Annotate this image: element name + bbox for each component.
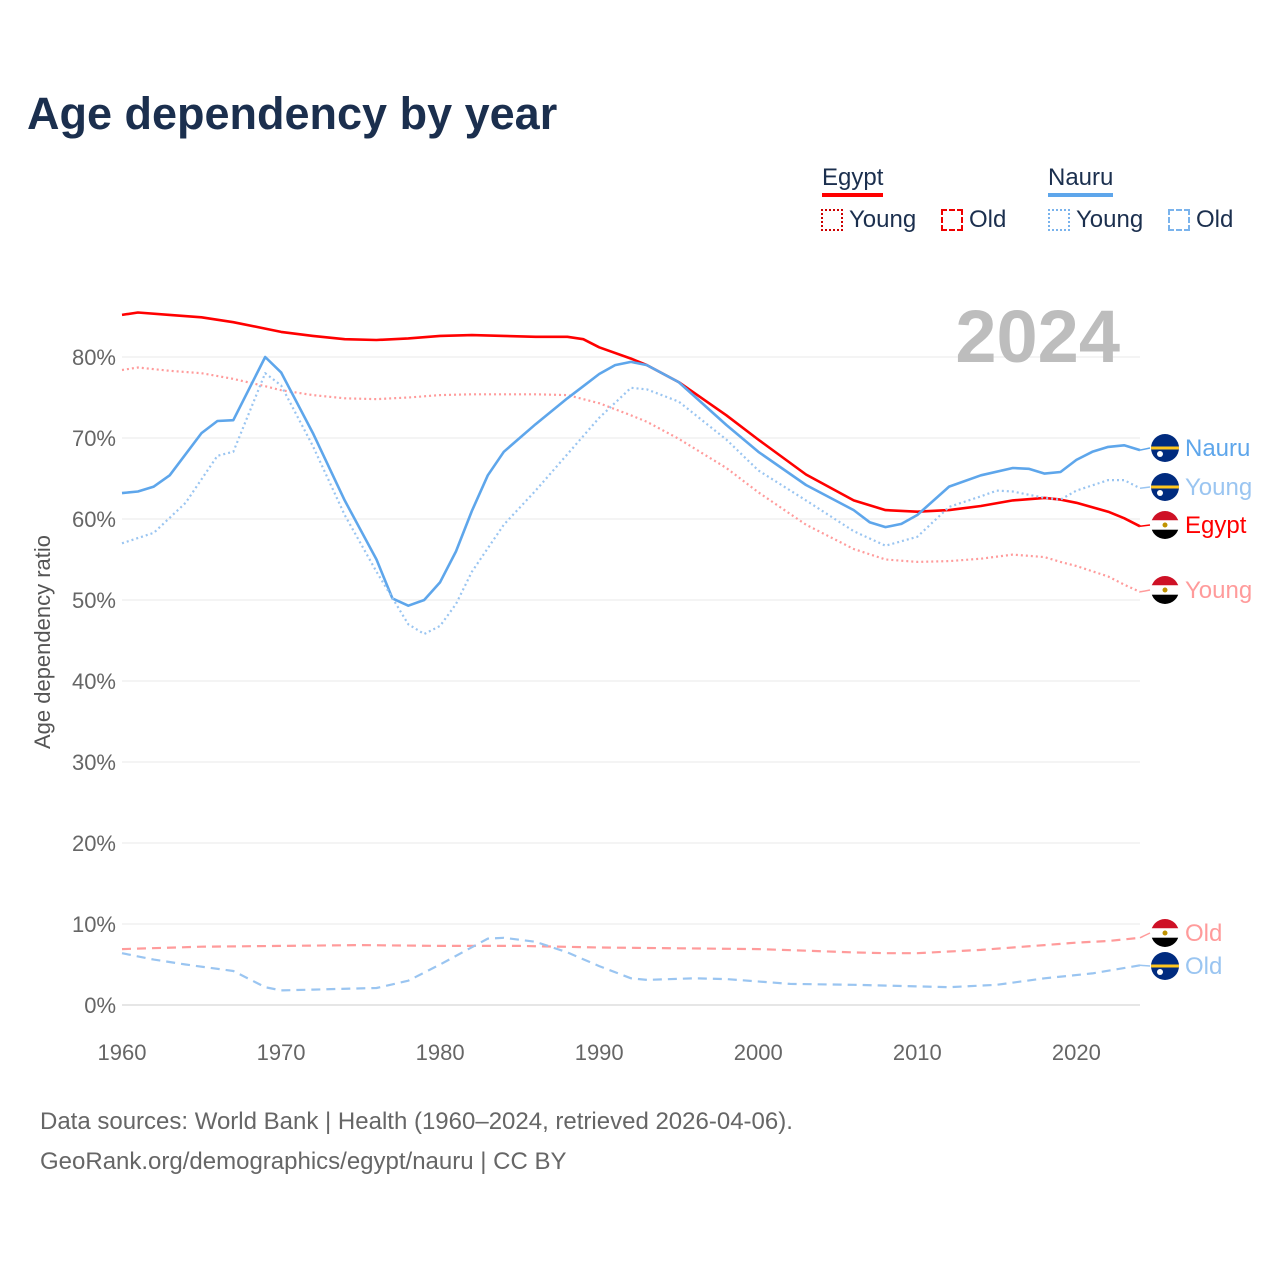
y-tick-label: 20% xyxy=(72,831,116,856)
end-label: Young xyxy=(1185,474,1252,501)
y-tick-label: 60% xyxy=(72,507,116,532)
series-line-egypt xyxy=(121,311,1141,528)
series-line-egypt-old xyxy=(121,936,1141,955)
chart-title: Age dependency by year xyxy=(27,88,558,139)
dashed-swatch-icon xyxy=(1168,209,1190,231)
y-tick-label: 30% xyxy=(72,750,116,775)
legend-egypt-swatch xyxy=(822,193,884,197)
end-label: Nauru xyxy=(1185,435,1250,462)
legend-egypt-old[interactable]: Old xyxy=(941,206,1006,234)
series-line-nauru-old xyxy=(121,936,1141,992)
x-tick-label: 2000 xyxy=(734,1040,783,1065)
x-tick-label: 1970 xyxy=(257,1040,306,1065)
legend-egypt-young[interactable]: Young xyxy=(821,206,916,234)
label-connector xyxy=(1139,964,1151,967)
label-connector xyxy=(1139,589,1151,593)
legend-nauru-header[interactable]: Nauru xyxy=(1048,164,1114,197)
x-tick-label: 2020 xyxy=(1052,1040,1101,1065)
series-line-nauru-young xyxy=(121,372,1141,636)
end-label: Old xyxy=(1185,953,1222,980)
year-display: 2024 xyxy=(955,295,1120,378)
nauru-flag-icon xyxy=(1151,473,1179,501)
end-label: Egypt xyxy=(1185,512,1247,539)
y-tick-label: 0% xyxy=(84,993,116,1018)
x-tick-label: 1980 xyxy=(416,1040,465,1065)
end-label: Young xyxy=(1185,577,1252,604)
legend-nauru-label: Nauru xyxy=(1048,164,1114,191)
legend-nauru-young[interactable]: Young xyxy=(1048,206,1143,234)
y-axis-label: Age dependency ratio xyxy=(30,535,55,749)
source-line-1: Data sources: World Bank | Health (1960–… xyxy=(40,1108,793,1135)
dotted-swatch-icon xyxy=(821,209,843,231)
x-tick-label: 1990 xyxy=(575,1040,624,1065)
nauru-flag-icon xyxy=(1151,952,1179,980)
legend-item-label: Old xyxy=(1196,206,1234,233)
legend-item-label: Young xyxy=(849,206,917,233)
label-connector xyxy=(1139,447,1151,451)
egypt-flag-icon xyxy=(1151,576,1179,604)
label-connector xyxy=(1139,932,1151,939)
series-line-nauru xyxy=(121,355,1141,608)
series-line-egypt-young xyxy=(121,366,1141,593)
legend-item-label: Old xyxy=(969,206,1007,233)
legend-nauru-old[interactable]: Old xyxy=(1168,206,1233,234)
egypt-flag-icon xyxy=(1151,511,1179,539)
y-tick-label: 80% xyxy=(72,345,116,370)
y-tick-label: 40% xyxy=(72,669,116,694)
end-label: Old xyxy=(1185,920,1222,947)
legend-item-label: Young xyxy=(1076,206,1144,233)
legend-egypt-label: Egypt xyxy=(822,164,884,191)
label-connector xyxy=(1139,486,1151,489)
source-line-2[interactable]: GeoRank.org/demographics/egypt/nauru | C… xyxy=(40,1148,567,1175)
legend-nauru-swatch xyxy=(1048,193,1114,197)
egypt-flag-icon xyxy=(1151,919,1179,947)
nauru-flag-icon xyxy=(1151,434,1179,462)
legend-egypt-header[interactable]: Egypt xyxy=(822,164,884,197)
x-tick-label: 1960 xyxy=(98,1040,147,1065)
y-tick-label: 50% xyxy=(72,588,116,613)
dashed-swatch-icon xyxy=(941,209,963,231)
dotted-swatch-icon xyxy=(1048,209,1070,231)
label-connector xyxy=(1139,524,1151,528)
y-tick-label: 70% xyxy=(72,426,116,451)
x-tick-label: 2010 xyxy=(893,1040,942,1065)
y-tick-label: 10% xyxy=(72,912,116,937)
